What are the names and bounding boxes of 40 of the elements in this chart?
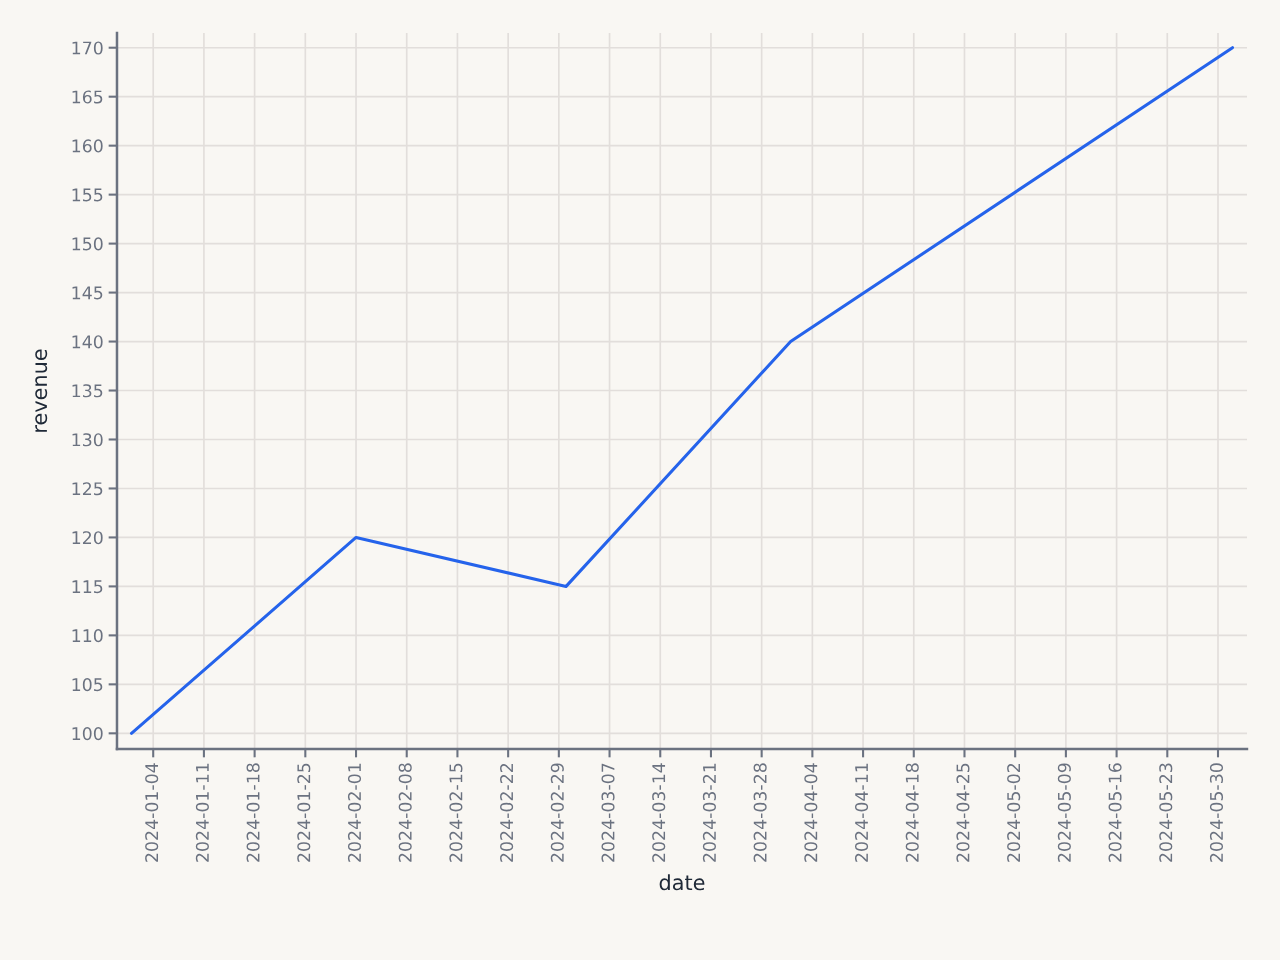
y-tick-label: 140 — [72, 335, 103, 349]
x-tick-label: 2024-01-11 — [195, 763, 209, 862]
y-tick-label: 130 — [72, 433, 103, 447]
x-tick-label: 2024-05-09 — [1057, 763, 1071, 862]
x-tick-label: 2024-01-18 — [246, 763, 260, 862]
x-tick-label: 2024-04-18 — [905, 763, 919, 862]
x-tick-label: 2024-01-04 — [145, 763, 159, 862]
x-tick-label: 2024-04-25 — [956, 763, 970, 862]
x-tick-label: 2024-05-02 — [1007, 763, 1021, 862]
y-tick-label: 125 — [72, 482, 103, 496]
y-tick-label: 165 — [72, 90, 103, 104]
y-tick-label: 115 — [72, 580, 103, 594]
y-tick-label: 135 — [72, 384, 103, 398]
x-tick-label: 2024-01-25 — [297, 763, 311, 862]
x-axis-title: date — [659, 874, 705, 891]
y-tick-label: 120 — [72, 531, 103, 545]
y-tick-label: 105 — [72, 678, 103, 692]
y-tick-label: 100 — [72, 727, 103, 741]
x-tick-label: 2024-02-01 — [347, 763, 362, 862]
x-tick-label: 2024-04-04 — [804, 763, 818, 862]
x-tick-label: 2024-03-28 — [753, 763, 767, 862]
y-tick-label: 170 — [72, 41, 103, 55]
x-tick-label: 2024-05-16 — [1108, 763, 1122, 862]
y-tick-label: 155 — [72, 188, 103, 202]
y-tick-label: 160 — [72, 139, 103, 153]
line-series — [129, 46, 1235, 735]
x-tick-label: 2024-03-07 — [601, 763, 615, 862]
x-tick-label: 2024-02-15 — [449, 763, 463, 862]
x-tick-label: 2024-02-22 — [500, 763, 514, 862]
x-tick-label: 2024-03-14 — [652, 763, 666, 862]
x-tick-label: 2024-03-21 — [702, 763, 716, 862]
y-tick-label: 110 — [72, 629, 103, 643]
y-tick-label: 150 — [72, 237, 103, 251]
x-tick-label: 2024-02-08 — [398, 763, 412, 862]
x-tick-label: 2024-05-23 — [1159, 763, 1173, 862]
x-tick-label: 2024-04-11 — [854, 763, 869, 862]
x-tick-label: 2024-02-29 — [550, 763, 564, 862]
y-tick-label: 145 — [72, 286, 103, 300]
y-axis-title: revenue — [35, 349, 48, 432]
x-tick-label: 2024-05-30 — [1209, 763, 1224, 862]
